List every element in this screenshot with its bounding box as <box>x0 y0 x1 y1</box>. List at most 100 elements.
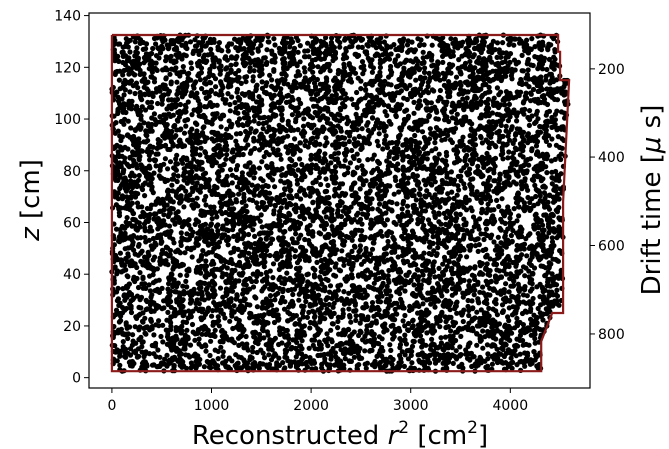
data-point <box>174 152 180 158</box>
data-point <box>394 201 400 207</box>
data-point <box>259 288 265 294</box>
data-point <box>409 360 415 366</box>
data-point <box>154 145 160 151</box>
data-point <box>425 217 432 223</box>
data-point <box>484 261 490 267</box>
data-point <box>454 329 460 335</box>
data-point <box>251 138 257 144</box>
data-point <box>276 276 282 282</box>
data-point <box>498 54 504 60</box>
data-point <box>413 197 419 203</box>
data-point <box>507 51 514 57</box>
data-point <box>215 47 221 53</box>
data-point <box>332 350 338 356</box>
data-point <box>215 314 221 320</box>
data-point <box>480 57 486 63</box>
data-point <box>247 354 253 360</box>
data-point <box>318 346 324 352</box>
data-point <box>213 210 219 216</box>
data-point <box>157 50 164 56</box>
data-point <box>517 337 523 343</box>
data-point <box>459 138 465 144</box>
data-point <box>162 156 168 162</box>
data-point <box>156 318 162 324</box>
data-point <box>352 244 358 250</box>
data-point <box>505 204 511 210</box>
data-point <box>482 90 488 96</box>
data-point <box>292 254 298 260</box>
data-point <box>196 336 202 342</box>
data-point <box>410 59 416 65</box>
data-point <box>164 352 170 358</box>
data-point <box>485 168 491 174</box>
data-point <box>148 294 154 300</box>
data-point <box>228 62 234 68</box>
data-point <box>113 120 119 126</box>
data-point <box>496 203 502 210</box>
data-point <box>345 165 351 171</box>
data-point <box>304 314 310 320</box>
data-point <box>258 42 264 49</box>
data-point <box>263 83 269 89</box>
data-point <box>345 78 352 84</box>
data-point <box>227 123 234 129</box>
data-point <box>381 274 387 281</box>
data-point <box>320 128 326 135</box>
data-point <box>397 336 403 342</box>
data-point <box>329 35 335 41</box>
data-point <box>374 117 381 123</box>
data-point <box>342 351 348 357</box>
data-point <box>160 39 166 45</box>
data-point <box>304 272 310 278</box>
data-point <box>189 65 195 71</box>
data-point <box>485 351 491 357</box>
data-point <box>124 325 130 331</box>
data-point <box>140 339 146 345</box>
data-point <box>215 222 221 228</box>
data-point <box>271 68 277 74</box>
data-point <box>228 67 234 73</box>
data-point <box>426 70 432 76</box>
data-point <box>355 44 361 50</box>
data-point <box>357 328 363 334</box>
data-point <box>252 145 258 152</box>
data-point <box>511 206 517 212</box>
data-point <box>302 130 308 136</box>
data-point <box>136 304 142 310</box>
data-point <box>521 246 527 252</box>
data-point <box>370 167 377 173</box>
data-point <box>378 59 384 65</box>
data-point <box>354 165 360 171</box>
data-point <box>332 156 338 162</box>
data-point <box>517 319 523 326</box>
data-point <box>313 177 319 183</box>
data-point <box>474 342 480 348</box>
data-point <box>245 41 251 47</box>
data-point <box>491 239 497 245</box>
data-point <box>458 178 464 184</box>
data-point <box>180 64 186 70</box>
data-point <box>480 345 486 351</box>
data-point <box>251 113 258 119</box>
data-point <box>189 112 195 118</box>
data-point <box>183 123 189 129</box>
data-point <box>165 166 171 172</box>
data-point <box>285 309 291 315</box>
data-point <box>472 276 478 282</box>
data-point <box>246 231 252 238</box>
data-point <box>254 200 260 206</box>
data-point <box>525 194 531 201</box>
data-point <box>510 282 517 289</box>
data-point <box>185 75 191 81</box>
data-point <box>327 283 334 289</box>
data-point <box>346 61 352 67</box>
data-point <box>363 365 369 371</box>
data-point <box>341 150 347 156</box>
data-point <box>176 310 182 316</box>
data-point <box>306 54 312 60</box>
data-point <box>292 248 298 254</box>
data-point <box>490 38 496 44</box>
data-point <box>188 365 194 371</box>
data-point <box>524 357 530 363</box>
data-point <box>333 145 339 151</box>
